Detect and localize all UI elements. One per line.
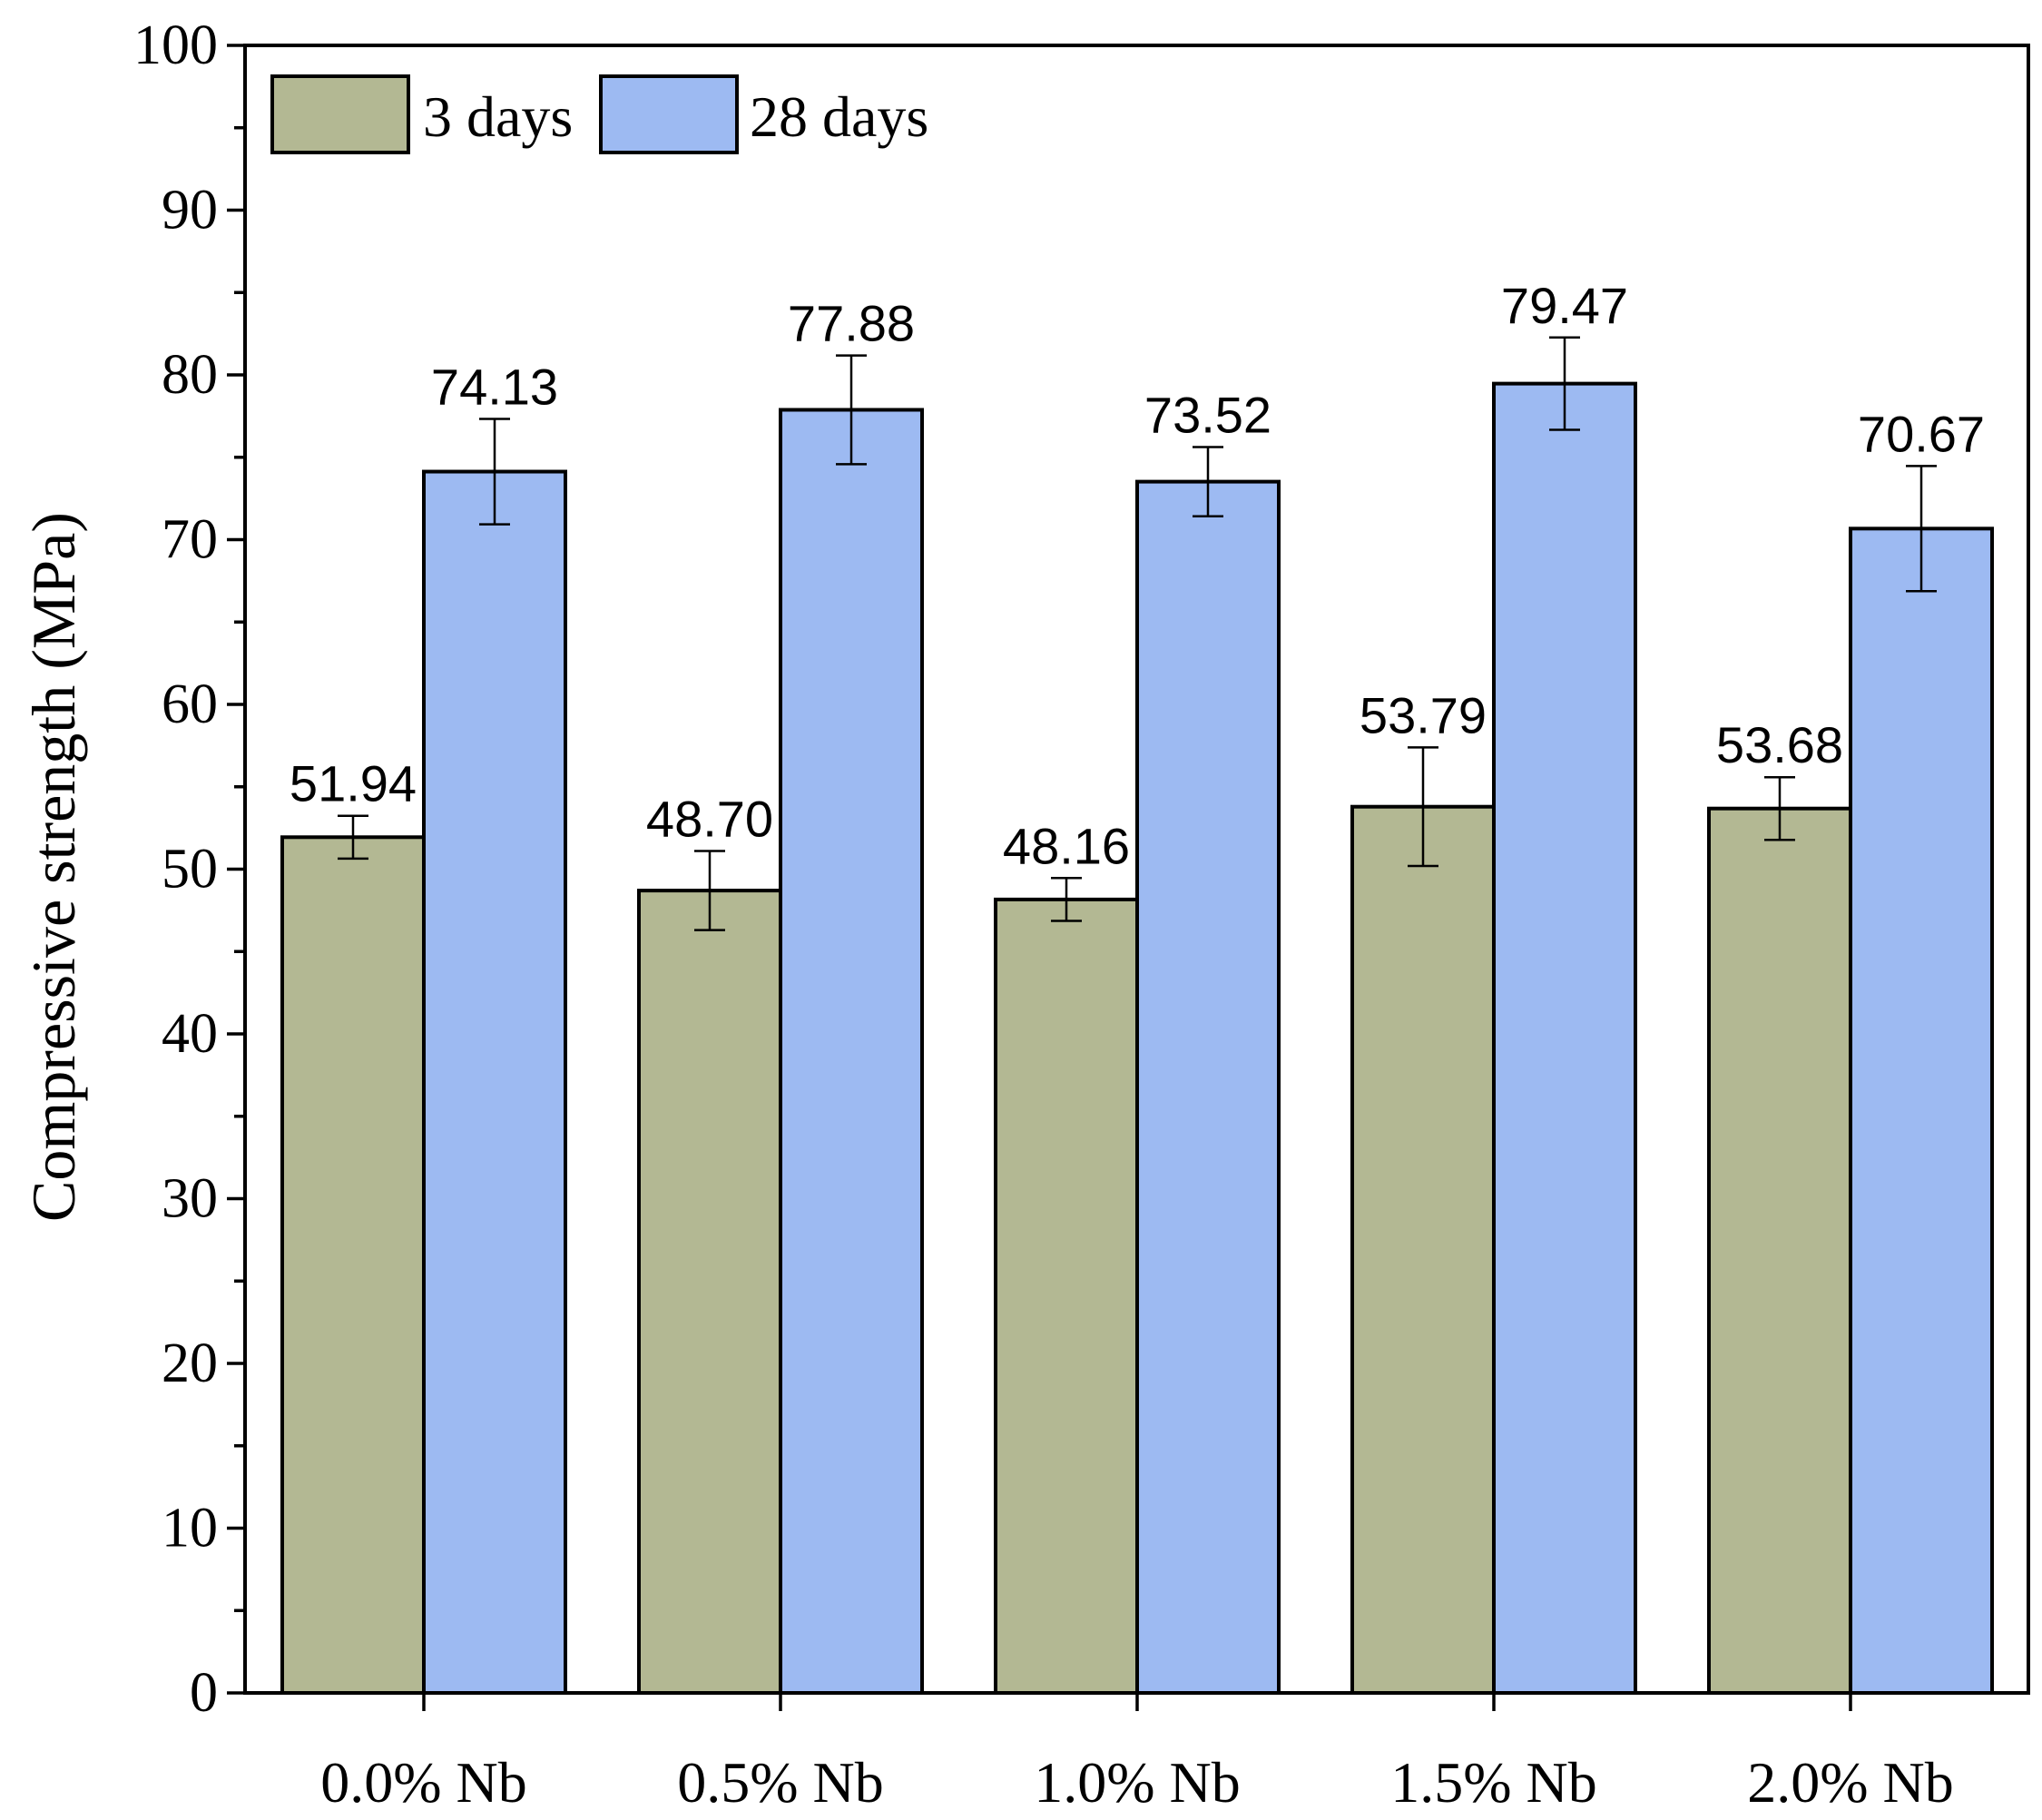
error-bar-0-0 <box>338 814 368 861</box>
error-bar-0-3 <box>1408 746 1438 868</box>
data-label: 74.13 <box>431 358 558 415</box>
x-tick-label: 1.0% Nb <box>1034 1750 1241 1815</box>
data-label: 70.67 <box>1858 405 1985 462</box>
y-tick-label: 20 <box>162 1333 218 1394</box>
y-tick-label: 100 <box>133 15 218 76</box>
y-tick-label: 50 <box>162 839 218 900</box>
bar-3-days-1 <box>637 889 782 1695</box>
y-tick-label: 80 <box>162 344 218 406</box>
legend-item-3-days: 3 days <box>270 74 573 154</box>
error-bars-layer <box>338 336 1937 931</box>
y-tick-label: 60 <box>162 674 218 735</box>
legend-label: 28 days <box>750 84 928 149</box>
error-bar-0-1 <box>694 850 725 931</box>
data-label: 77.88 <box>788 295 915 352</box>
data-label: 53.68 <box>1716 716 1843 773</box>
error-bar-1-2 <box>1193 446 1223 517</box>
error-bar-1-0 <box>479 418 510 526</box>
bar-28-days-1 <box>779 408 924 1695</box>
bar-28-days-4 <box>1849 526 1994 1695</box>
y-tick-label: 90 <box>162 180 218 241</box>
x-tick-label: 0.5% Nb <box>677 1750 884 1815</box>
legend: 3 days 28 days <box>270 74 928 154</box>
legend-item-28-days: 28 days <box>599 74 928 154</box>
x-tick-label: 2.0% Nb <box>1747 1750 1954 1815</box>
bars-layer <box>280 381 1994 1695</box>
x-tick-label: 0.0% Nb <box>320 1750 527 1815</box>
data-label: 73.52 <box>1144 386 1271 443</box>
error-bar-1-3 <box>1549 336 1580 431</box>
data-label: 51.94 <box>290 755 417 812</box>
bar-3-days-0 <box>280 835 426 1695</box>
y-tick-label: 10 <box>162 1498 218 1559</box>
error-bar-0-4 <box>1764 775 1795 841</box>
bar-3-days-2 <box>994 897 1139 1695</box>
error-bar-1-1 <box>836 354 867 466</box>
axes-layer: 0 10 20 30 40 50 60 70 80 90 100 0.0% Nb 0.5% Nb 1.0%… <box>133 15 2030 1815</box>
legend-swatch <box>270 74 410 154</box>
bar-28-days-2 <box>1135 479 1281 1695</box>
bar-3-days-4 <box>1707 806 1852 1695</box>
data-label: 79.47 <box>1501 277 1628 334</box>
error-bar-1-4 <box>1906 465 1937 593</box>
data-label: 48.70 <box>646 791 773 848</box>
bar-28-days-0 <box>422 469 567 1695</box>
data-label: 48.16 <box>1003 817 1130 874</box>
error-bar-0-2 <box>1051 877 1082 922</box>
legend-swatch <box>599 74 739 154</box>
bar-3-days-3 <box>1350 804 1496 1695</box>
bar-28-days-3 <box>1492 381 1637 1695</box>
y-tick-label: 30 <box>162 1168 218 1230</box>
y-tick-label: 0 <box>190 1662 218 1724</box>
y-tick-label: 40 <box>162 1003 218 1065</box>
data-labels-layer: 51.94 48.70 48.16 53.79 53.68 74.13 77.88 73.52… <box>290 277 1985 875</box>
y-tick-label: 70 <box>162 509 218 571</box>
x-tick-label: 1.5% Nb <box>1390 1750 1597 1815</box>
data-label: 53.79 <box>1360 686 1487 743</box>
y-axis-label: Compressive strength (MPa) <box>19 512 88 1222</box>
legend-label: 3 days <box>423 84 573 149</box>
